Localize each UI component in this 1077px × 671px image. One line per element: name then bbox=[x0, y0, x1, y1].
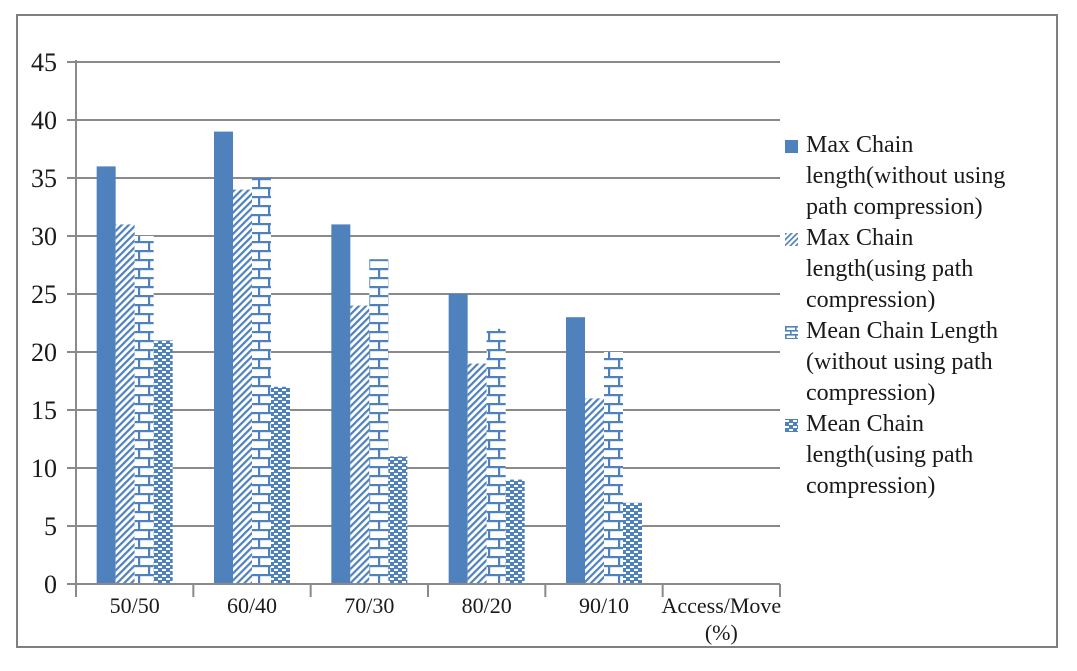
bar bbox=[369, 259, 389, 584]
legend-label: Max Chain length(using path compression) bbox=[806, 223, 973, 316]
legend-label-line: Max Chain bbox=[806, 132, 914, 158]
y-tick-label: 25 bbox=[31, 280, 57, 309]
x-tick-label: 50/50 bbox=[110, 593, 160, 618]
bar bbox=[134, 236, 154, 584]
legend-entry: Max Chain length(using path compression) bbox=[785, 223, 1053, 316]
bar bbox=[467, 363, 487, 584]
bar bbox=[350, 305, 370, 584]
x-tick-label: 60/40 bbox=[227, 593, 277, 618]
bar bbox=[96, 166, 116, 584]
bar bbox=[448, 294, 468, 584]
bar bbox=[233, 189, 252, 584]
y-tick-label: 0 bbox=[44, 570, 57, 599]
legend-label: Max Chain length(without using path compre… bbox=[806, 130, 1005, 223]
legend-entry: Max Chain length(without using path compre… bbox=[785, 130, 1053, 223]
legend-entry: Mean Chain Length (without using path comp… bbox=[785, 316, 1053, 409]
legend-label: Mean Chain Length (without using path comp… bbox=[806, 316, 998, 409]
chart-frame: 0 5 10 15 20 25 30 35 40 45 50/50 60/40 70/30 80/20 90… bbox=[16, 14, 1058, 648]
legend-swatch-brick-icon bbox=[785, 326, 798, 339]
legend-label-line: compression) bbox=[806, 380, 936, 406]
y-tick-label: 10 bbox=[31, 454, 57, 483]
bars bbox=[96, 131, 642, 584]
bar bbox=[388, 456, 408, 584]
legend-label-line: length(without using bbox=[806, 163, 1006, 189]
y-tick-label: 45 bbox=[31, 48, 57, 77]
bar bbox=[486, 328, 506, 584]
legend-entry: Mean Chain length(using path compression) bbox=[785, 409, 1053, 502]
bar bbox=[585, 398, 604, 584]
y-tick-label: 30 bbox=[31, 222, 57, 251]
bar bbox=[566, 317, 585, 584]
legend-swatch-diagonal-hatch-icon bbox=[785, 233, 798, 246]
x-tick-label: 70/30 bbox=[344, 593, 394, 618]
legend-label-line: Mean Chain bbox=[806, 411, 924, 437]
x-axis-title: Access/Move bbox=[661, 593, 781, 618]
axes bbox=[67, 60, 781, 597]
bar bbox=[271, 386, 290, 584]
legend-label-line: path compression) bbox=[806, 194, 983, 220]
y-tick-label: 35 bbox=[31, 164, 57, 193]
bar-chart-plot: 0 5 10 15 20 25 30 35 40 45 50/50 60/40 70/30 80/20 90… bbox=[31, 48, 781, 645]
legend-swatch-solid-icon bbox=[785, 140, 798, 153]
bar bbox=[604, 352, 623, 584]
legend-label-line: (without using path bbox=[806, 349, 993, 375]
legend-label-line: length(using path bbox=[806, 256, 974, 282]
legend-label-line: Mean Chain Length bbox=[806, 318, 998, 344]
legend-label: Mean Chain length(using path compression) bbox=[806, 409, 973, 502]
legend-label-line: length(using path bbox=[806, 442, 974, 468]
bar bbox=[505, 479, 525, 584]
chart-legend: Max Chain length(without using path compre… bbox=[785, 130, 1053, 502]
x-tick-label: 80/20 bbox=[462, 593, 512, 618]
legend-label-line: Max Chain bbox=[806, 225, 914, 251]
legend-label-line: compression) bbox=[806, 473, 936, 499]
bar bbox=[153, 340, 173, 584]
y-tick-label: 15 bbox=[31, 396, 57, 425]
bar bbox=[252, 178, 271, 584]
bar bbox=[115, 224, 135, 584]
gridlines bbox=[76, 61, 780, 527]
legend-label-line: compression) bbox=[806, 287, 936, 313]
y-tick-label: 20 bbox=[31, 338, 57, 367]
y-tick-label: 40 bbox=[31, 106, 57, 135]
bar bbox=[331, 224, 351, 584]
bar bbox=[214, 131, 233, 584]
bar bbox=[623, 502, 642, 584]
y-tick-label: 5 bbox=[44, 512, 57, 541]
x-axis-title: (%) bbox=[705, 620, 738, 645]
legend-swatch-dense-dots-icon bbox=[785, 419, 798, 432]
axis-labels: 0 5 10 15 20 25 30 35 40 45 50/50 60/40 70/30 80/20 90… bbox=[31, 48, 781, 645]
x-tick-label: 90/10 bbox=[579, 593, 629, 618]
